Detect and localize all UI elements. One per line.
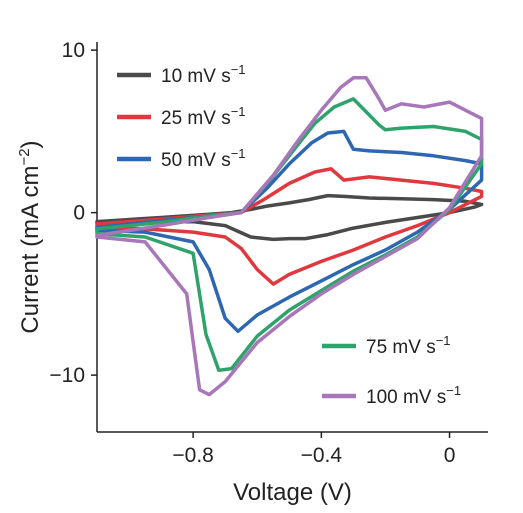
- series-line-1: [95, 193, 484, 242]
- x-axis-title: Voltage (V): [233, 479, 352, 506]
- legend-label-3: 50 mV s−1: [161, 146, 246, 171]
- x-tick-label: −0.4: [301, 444, 343, 467]
- legend-label-4: 75 mV s−1: [366, 333, 451, 358]
- legend: 10 mV s−1 25 mV s−1 50 mV s−1 75 mV s−1 100 …: [117, 62, 461, 408]
- y-tick-label: 10: [62, 39, 85, 62]
- series-line-2: [95, 167, 484, 286]
- series-line-5: [95, 76, 484, 397]
- legend-label-5: 100 mV s−1: [366, 383, 461, 408]
- x-ticks: −0.8 −0.4 0: [172, 432, 455, 467]
- y-tick-label: 0: [73, 202, 85, 225]
- y-ticks: 10 0 −10: [49, 39, 97, 387]
- y-axis-title-close: ): [17, 140, 44, 148]
- series-line-3: [95, 129, 484, 334]
- y-axis-title: Current (mA cm−2): [16, 140, 44, 333]
- x-tick-label: −0.8: [172, 444, 213, 467]
- legend-label-1: 10 mV s−1: [161, 62, 246, 87]
- y-axis-title-main: Current (mA cm: [17, 166, 44, 334]
- y-tick-label: −10: [49, 364, 85, 387]
- y-axis-title-superscript: −2: [16, 148, 33, 165]
- x-tick-label: 0: [444, 444, 456, 467]
- plot-area: 10 0 −10 −0.8 −0.4 0 10 mV s−1 25 mV s−1 50 mV…: [49, 39, 488, 467]
- legend-label-2: 25 mV s−1: [161, 104, 246, 129]
- series-layer: [95, 76, 484, 397]
